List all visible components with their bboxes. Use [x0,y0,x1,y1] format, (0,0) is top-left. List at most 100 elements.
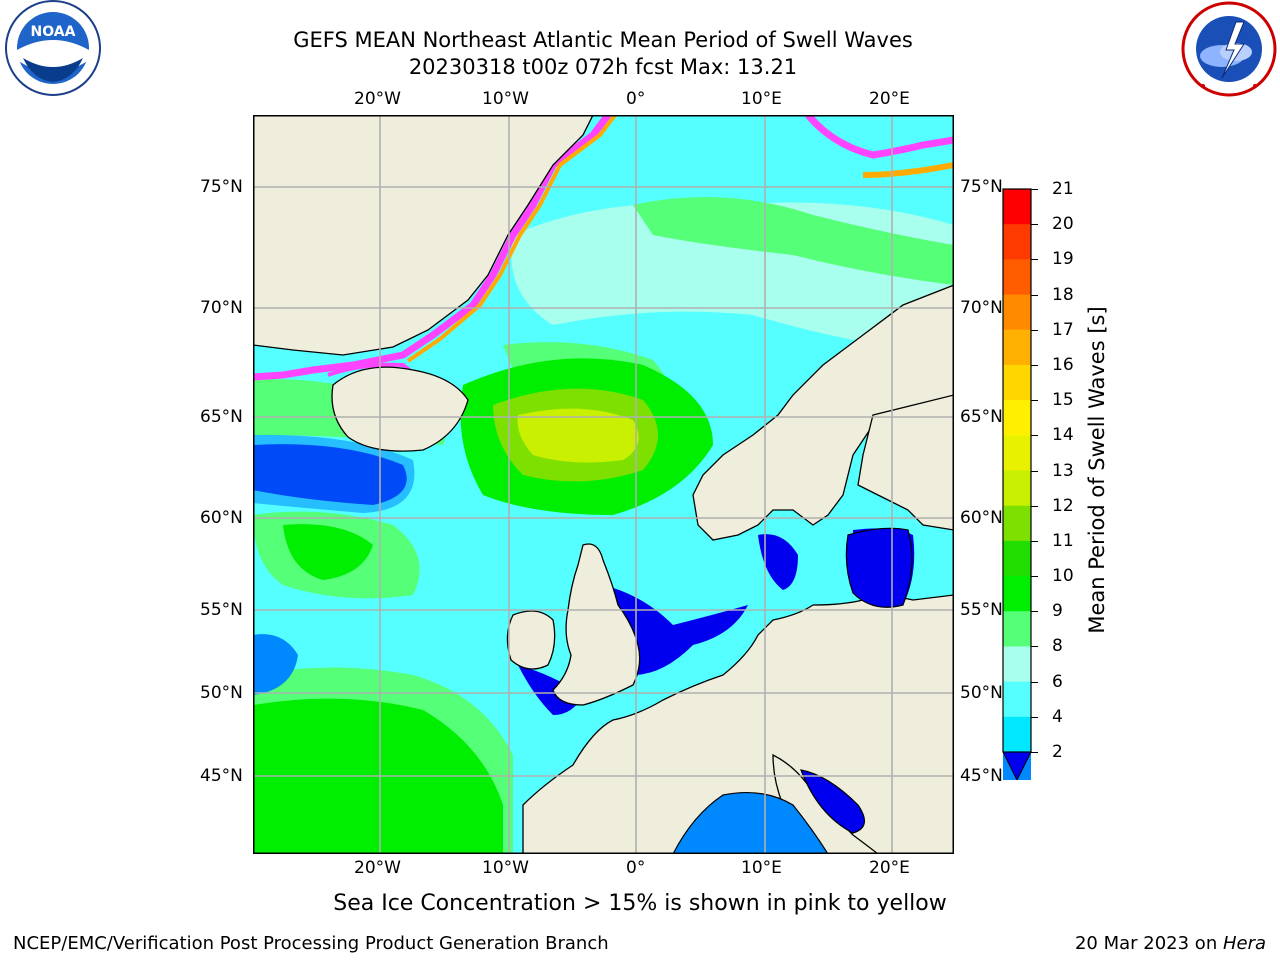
lon-tick-bottom-20w: 20°W [354,858,401,878]
colorbar-band [1003,435,1031,471]
sea-ice-note: Sea Ice Concentration > 15% is shown in … [333,891,947,916]
lon-tick-top-10w: 10°W [482,89,529,109]
lon-tick-bottom-10e: 10°E [741,858,782,878]
colorbar-band [1003,611,1031,647]
chart-title: GEFS MEAN Northeast Atlantic Mean Period… [293,28,913,52]
colorbar-tick-label: 21 [1052,179,1074,199]
colorbar-tick-label: 16 [1052,354,1074,375]
sea-ice-edge-greenland-outer [406,115,617,363]
colorbar-tick-mark [1031,752,1038,753]
colorbar-tick-label: 4 [1052,706,1063,727]
lat-tick-left-45n: 45°N [200,766,243,786]
colorbar-tick-label: 19 [1052,249,1074,270]
lon-tick-top-20w: 20°W [354,89,401,109]
colorbar-tick-label: 11 [1052,530,1074,551]
land [253,115,954,854]
colorbar-band [1003,540,1031,577]
lon-tick-bottom-10w: 10°W [482,858,529,878]
colorbar-tick-mark [1031,435,1038,437]
lon-tick-bottom-20e: 20°E [869,858,910,878]
colorbar-tick-mark [1031,400,1038,402]
colorbar-tick-mark [1031,364,1038,366]
sea-ice-edge-svalbard-outer [862,162,954,178]
colorbar-tick-label: 17 [1052,319,1074,340]
colorbar-tick-label: 13 [1052,460,1074,481]
colorbar-tick-label: 6 [1052,671,1063,692]
colorbar-tick-label: 18 [1052,284,1074,305]
colorbar-band [1003,681,1031,718]
colorbar-tick-mark [1031,294,1038,296]
colorbar-tick-mark [1031,189,1038,190]
colorbar-band [1003,329,1031,366]
lat-tick-right-45n: 45°N [960,766,1003,786]
lon-tick-top-0: 0° [626,89,646,109]
lat-tick-right-60n: 60°N [960,508,1003,528]
graticule [253,115,954,854]
colorbar-tick-label: 2 [1052,742,1063,762]
swell-period-map [253,115,954,854]
map-frame [253,115,954,854]
lat-tick-right-65n: 65°N [960,407,1003,427]
colorbar-tick-label: 9 [1052,601,1063,622]
colorbar-band [1003,646,1031,683]
footer-date: 20 Mar 2023 on Hera [1075,933,1266,954]
footer-machine: Hera [1222,933,1266,954]
lat-tick-left-50n: 50°N [200,683,243,703]
colorbar-band [1003,400,1031,436]
field-2s-skagerrak [758,534,798,590]
field-13s-peak [517,408,639,463]
field-9-10s-north [633,197,954,285]
lon-tick-top-20e: 20°E [869,89,910,109]
lon-tick-bottom-0: 0° [626,858,646,878]
lat-tick-left-70n: 70°N [200,298,243,318]
colorbar-band [1003,576,1031,612]
colorbar-tick-label: 8 [1052,636,1063,657]
lat-tick-left-65n: 65°N [200,407,243,427]
land-great-britain [552,543,641,706]
colorbar [1002,188,1032,780]
colorbar-tick-label: 14 [1052,425,1074,446]
lon-tick-top-10e: 10°E [741,89,782,109]
colorbar-tick-mark [1031,576,1038,578]
colorbar-tick-mark [1031,611,1038,613]
colorbar-tick-mark [1031,540,1038,542]
lat-tick-left-60n: 60°N [200,508,243,528]
colorbar-tick-label: 10 [1052,566,1074,587]
colorbar-band [1003,259,1031,296]
colorbar-band [1003,224,1031,260]
land-continental-europe [522,594,954,854]
colorbar-tick-mark [1031,681,1038,683]
colorbar-title: Mean Period of Swell Waves [s] [1085,306,1109,634]
noaa-logo: NOAA [5,0,101,96]
sea-ice-edge-svalbard [805,115,954,159]
lat-tick-right-50n: 50°N [960,683,1003,703]
mediterranean-sea [672,791,829,854]
colorbar-tick-label: 20 [1052,214,1074,235]
colorbar-band [1003,364,1031,401]
colorbar-tick-mark [1031,646,1038,648]
baltic-sea [845,527,913,608]
field-10s-midatlantic [283,524,373,580]
colorbar-band [1003,716,1031,753]
land-greenland [253,115,594,356]
colorbar-band [1003,505,1031,542]
land-iceland [331,366,469,452]
colorbar-tick-label: 12 [1052,495,1074,516]
lat-tick-right-70n: 70°N [960,298,1003,318]
land-scandinavia [692,284,954,541]
field-2-4s-west-edge [253,634,298,695]
colorbar-tick-mark [1031,716,1038,718]
footer-date-text: 20 Mar 2023 on [1074,933,1223,954]
colorbar-tick-mark [1031,470,1038,472]
chart-subtitle: 20230318 t00z 072h fcst Max: 13.21 [408,55,798,79]
adriatic-sea [800,769,865,834]
lat-tick-right-55n: 55°N [960,600,1003,620]
nws-logo [1181,1,1277,97]
colorbar-band [1003,189,1031,225]
land-ireland [506,610,556,670]
colorbar-band [1003,294,1031,331]
inland-seas [672,527,913,854]
field-4s-greenland-south [253,434,415,513]
noaa-logo-text: NOAA [31,24,76,40]
colorbar-tick-mark [1031,505,1038,507]
